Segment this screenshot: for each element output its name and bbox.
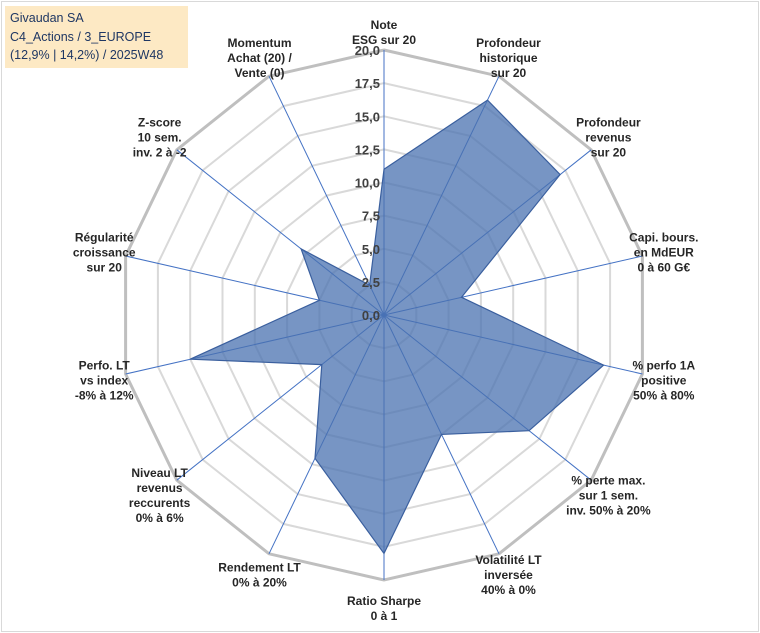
title-line-category: C4_Actions / 3_EUROPE: [10, 29, 152, 44]
radar-tick-label: 17,5: [355, 76, 380, 91]
radar-category-label-line: sur 20: [87, 261, 123, 275]
radar-spoke: [268, 75, 385, 316]
radar-tick-label: 15,0: [355, 109, 380, 124]
title-line-stats: (12,9% | 14,2%) / 2025W48: [10, 48, 164, 62]
radar-tick-label: 2,5: [362, 275, 380, 290]
radar-category-label-line: Perfo. LT: [79, 358, 131, 372]
radar-category-label-line: Régularité: [75, 231, 134, 245]
radar-category-label-line: Rendement LT: [218, 561, 301, 575]
radar-tick-label: 5,0: [362, 242, 380, 257]
radar-category-label: Z-score 10 sem. inv. 2 à -2: [133, 116, 187, 160]
radar-category-label-line: Profondeur: [476, 36, 541, 50]
radar-category-label-line: vs index: [80, 373, 128, 387]
radar-category-label: % perfo 1A positive 50% à 80%: [632, 358, 695, 402]
radar-tick-label: 7,5: [362, 209, 380, 224]
chart-title-box: Givaudan SA C4_Actions / 3_EUROPE (12,9%…: [5, 6, 188, 68]
radar-series-area: [189, 99, 605, 555]
radar-category-label-line: inversée: [484, 568, 533, 582]
radar-category-label-line: Niveau LT: [131, 466, 188, 480]
radar-category-label: Momentum Achat (20) / Vente (0): [227, 36, 292, 80]
radar-category-label: Niveau LT revenus reccurents 0% à 6%: [129, 466, 191, 525]
title-line-company: Givaudan SA: [10, 11, 84, 25]
radar-category-label-line: 0% à 6%: [136, 511, 184, 525]
radar-category-label-line: 40% à 0%: [481, 583, 536, 597]
radar-tick-label: 12,5: [355, 142, 380, 157]
radar-tick-label: 20,0: [355, 43, 380, 58]
radar-category-label: Régularité croissance sur 20: [73, 231, 136, 275]
radar-category-label: Note ESG sur 20: [352, 18, 416, 47]
radar-category-label-line: ESG sur 20: [352, 33, 416, 47]
radar-category-label: Ratio Sharpe 0 à 1: [347, 594, 421, 623]
radar-category-label-line: Z-score: [138, 116, 182, 130]
radar-tick-label: 10,0: [355, 176, 380, 191]
radar-category-label-line: 50% à 80%: [633, 388, 695, 402]
radar-category-label-line: Volatilité LT: [475, 553, 542, 567]
radar-category-label-line: Profondeur: [576, 116, 641, 130]
radar-category-label: Capi. bours. en MdEUR 0 à 60 G€: [629, 231, 698, 275]
radar-category-label-line: % perfo 1A: [632, 358, 695, 372]
radar-category-label: % perte max. sur 1 sem. inv. 50% à 20%: [566, 473, 651, 517]
radar-category-label-line: historique: [479, 51, 537, 65]
radar-category-label-line: croissance: [73, 246, 136, 260]
radar-category-label-line: 0 à 1: [371, 609, 398, 623]
radar-category-label-line: Note: [371, 18, 398, 32]
radar-category-label-line: 0% à 20%: [232, 576, 287, 590]
radar-category-label-line: en MdEUR: [634, 246, 694, 260]
radar-category-label-line: inv. 2 à -2: [133, 146, 187, 160]
radar-category-label-line: Momentum: [228, 36, 292, 50]
radar-category-label-line: 0 à 60 G€: [637, 261, 690, 275]
radar-category-label-line: revenus: [585, 131, 631, 145]
radar-category-labels: Note ESG sur 20 Profondeur historique sur 20…: [73, 18, 699, 623]
radar-category-label-line: inv. 50% à 20%: [566, 503, 651, 517]
radar-category-label-line: positive: [641, 373, 687, 387]
radar-category-label-line: sur 1 sem.: [579, 488, 638, 502]
radar-category-label-line: 10 sem.: [138, 131, 182, 145]
radar-category-label-line: revenus: [137, 481, 183, 495]
radar-category-label-line: -8% à 12%: [75, 388, 134, 402]
radar-category-label-line: sur 20: [591, 146, 627, 160]
radar-category-label-line: Vente (0): [234, 66, 284, 80]
radar-series: [189, 99, 605, 555]
radar-category-label-line: % perte max.: [571, 473, 645, 487]
radar-category-label: Rendement LT 0% à 20%: [218, 561, 301, 590]
radar-category-label: Profondeur revenus sur 20: [576, 116, 641, 160]
radar-category-label-line: Ratio Sharpe: [347, 594, 421, 608]
radar-category-label-line: reccurents: [129, 496, 191, 510]
radar-category-label-line: Achat (20) /: [227, 51, 292, 65]
radar-tick-label: 0,0: [362, 308, 380, 323]
radar-category-label-line: sur 20: [491, 66, 527, 80]
radar-category-label-line: Capi. bours.: [629, 231, 698, 245]
radar-category-label: Volatilité LT inversée 40% à 0%: [475, 553, 542, 597]
radar-category-label: Perfo. LT vs index -8% à 12%: [75, 358, 134, 402]
radar-category-label: Profondeur historique sur 20: [476, 36, 541, 80]
radar-tick-labels: 0,0 2,5 5,0 7,5 10,0 12,5 15,0 17,5 20,0: [355, 43, 380, 323]
